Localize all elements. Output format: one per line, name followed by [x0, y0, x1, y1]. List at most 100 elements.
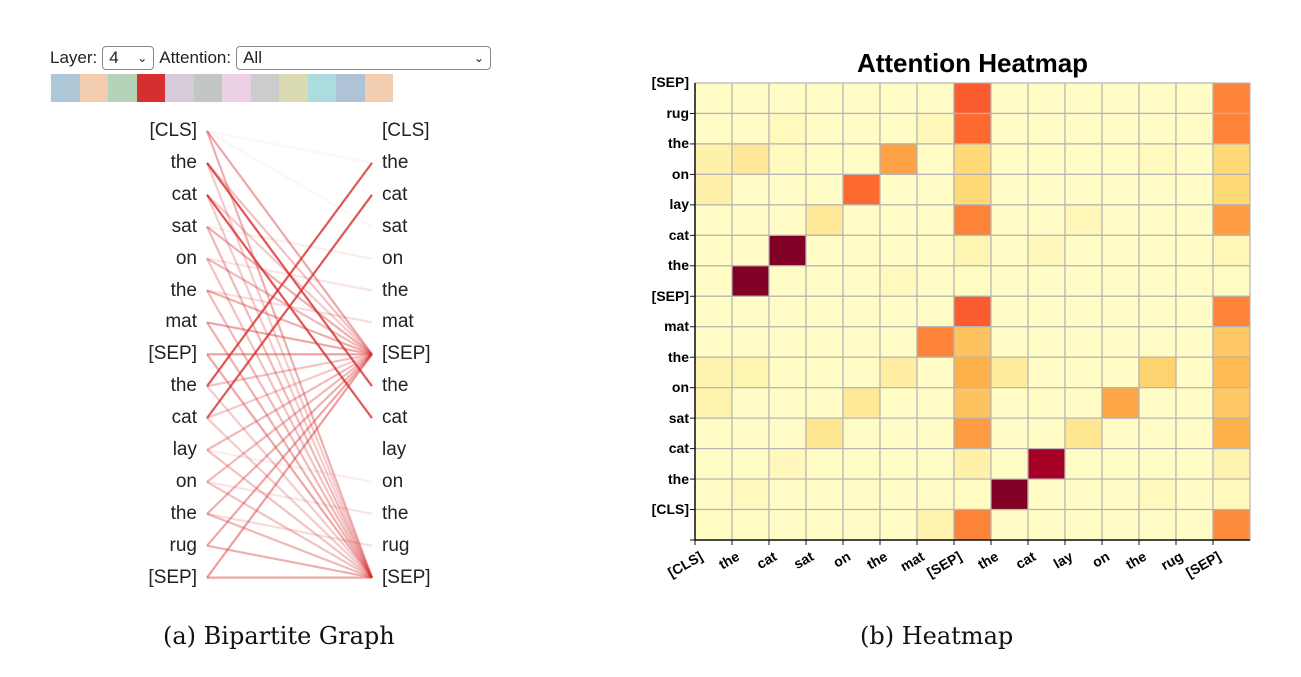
- right-token[interactable]: mat: [382, 311, 414, 333]
- left-token[interactable]: lay: [172, 439, 197, 460]
- left-token[interactable]: [SEP]: [148, 343, 197, 365]
- left-token[interactable]: the: [170, 279, 197, 301]
- head-swatch[interactable]: [193, 74, 222, 102]
- heatmap-cell: [694, 356, 733, 389]
- heatmap-cell: [842, 478, 881, 511]
- attention-label: Attention:: [159, 48, 232, 67]
- y-tick-label: on: [671, 379, 689, 396]
- heatmap-cell: [1138, 508, 1177, 541]
- caption-b: (b) Heatmap: [860, 622, 1014, 650]
- right-token[interactable]: [CLS]: [382, 120, 430, 141]
- heatmap-cell: [1064, 112, 1103, 145]
- heatmap-cell: [953, 448, 992, 480]
- heatmap-cell: [990, 295, 1029, 328]
- head-swatch[interactable]: [307, 74, 336, 102]
- right-token[interactable]: rug: [382, 534, 410, 556]
- heatmap-cell: [916, 448, 955, 480]
- attention-edge: [206, 417, 373, 579]
- y-tick-label: cat: [668, 226, 689, 243]
- heatmap-cell: [916, 508, 955, 541]
- left-token[interactable]: mat: [165, 311, 197, 333]
- heatmap-cell: [1027, 417, 1066, 450]
- heatmap-cell: [1175, 387, 1214, 419]
- heatmap-cell: [694, 204, 733, 236]
- heatmap-cell: [768, 478, 807, 511]
- head-swatch[interactable]: [222, 74, 251, 102]
- heatmap-cell: [842, 356, 881, 389]
- right-token[interactable]: lay: [382, 439, 407, 460]
- left-token[interactable]: [SEP]: [148, 566, 197, 588]
- attention-edge: [206, 448, 373, 483]
- head-swatch[interactable]: [108, 74, 137, 102]
- attention-edge: [206, 289, 373, 356]
- heatmap-cell: [1212, 448, 1251, 480]
- heatmap-cell: [1212, 234, 1251, 267]
- heatmap-cell: [1064, 508, 1103, 541]
- left-token[interactable]: the: [170, 502, 197, 524]
- left-token[interactable]: sat: [171, 215, 197, 237]
- attention-edge: [206, 321, 373, 579]
- right-token[interactable]: the: [382, 151, 409, 173]
- y-tick-label: cat: [668, 440, 689, 457]
- left-token[interactable]: on: [175, 247, 197, 269]
- head-swatch[interactable]: [79, 74, 108, 102]
- heatmap-cell: [1212, 387, 1251, 419]
- head-swatch[interactable]: [136, 74, 165, 102]
- heatmap-cell: [731, 143, 770, 176]
- left-token[interactable]: cat: [171, 183, 197, 205]
- heatmap-cell: [953, 295, 992, 328]
- left-token[interactable]: cat: [171, 407, 197, 429]
- heatmap-cell: [842, 173, 881, 206]
- heatmap-cell: [916, 326, 955, 358]
- head-swatch[interactable]: [279, 74, 308, 102]
- head-swatch[interactable]: [165, 74, 194, 102]
- heatmap-cell: [990, 478, 1029, 511]
- heatmap-cell: [1175, 326, 1214, 358]
- head-swatch[interactable]: [364, 74, 393, 102]
- heatmap-cell: [879, 234, 918, 267]
- left-token[interactable]: the: [170, 375, 197, 397]
- heatmap-cell: [953, 82, 992, 115]
- heatmap-cell: [731, 448, 770, 480]
- left-token[interactable]: on: [175, 470, 197, 492]
- heatmap-cell: [879, 508, 918, 541]
- head-swatch[interactable]: [51, 74, 80, 102]
- heatmap-cell: [879, 326, 918, 358]
- heatmap-cell: [805, 508, 844, 541]
- left-token[interactable]: rug: [169, 534, 197, 556]
- right-token[interactable]: sat: [382, 215, 408, 237]
- right-token[interactable]: the: [382, 375, 409, 397]
- right-token[interactable]: on: [382, 470, 404, 492]
- heatmap-cell: [1101, 234, 1140, 267]
- head-swatch[interactable]: [250, 74, 279, 102]
- right-token[interactable]: [SEP]: [382, 566, 431, 588]
- left-token[interactable]: the: [170, 151, 197, 173]
- heatmap-cell: [1212, 204, 1251, 236]
- right-token[interactable]: the: [382, 279, 409, 301]
- attention-value: All: [243, 48, 262, 67]
- heatmap-cell: [1101, 204, 1140, 236]
- heatmap-cell: [731, 356, 770, 389]
- heatmap-cell: [731, 112, 770, 145]
- heatmap-cell: [879, 112, 918, 145]
- right-token[interactable]: the: [382, 502, 409, 524]
- heatmap-cell: [731, 478, 770, 511]
- heatmap-cell: [990, 173, 1029, 206]
- right-token[interactable]: cat: [382, 407, 408, 429]
- heatmap-cell: [842, 417, 881, 450]
- heatmap-cell: [953, 234, 992, 267]
- heatmap-title: Attention Heatmap: [856, 48, 1089, 78]
- heatmap-cell: [1138, 173, 1177, 206]
- head-swatch[interactable]: [336, 74, 365, 102]
- layer-select[interactable]: 4 ⌄: [102, 46, 155, 70]
- layer-value: 4: [109, 48, 119, 67]
- right-token[interactable]: on: [382, 247, 404, 269]
- left-token[interactable]: [CLS]: [149, 120, 197, 141]
- right-token[interactable]: cat: [382, 183, 408, 205]
- heatmap-cell: [953, 204, 992, 236]
- attention-select[interactable]: All ⌄: [236, 46, 492, 70]
- heatmap-cell: [1175, 356, 1214, 389]
- right-token[interactable]: [SEP]: [382, 343, 431, 365]
- heatmap-cell: [916, 143, 955, 176]
- heatmap-cell: [1064, 82, 1103, 115]
